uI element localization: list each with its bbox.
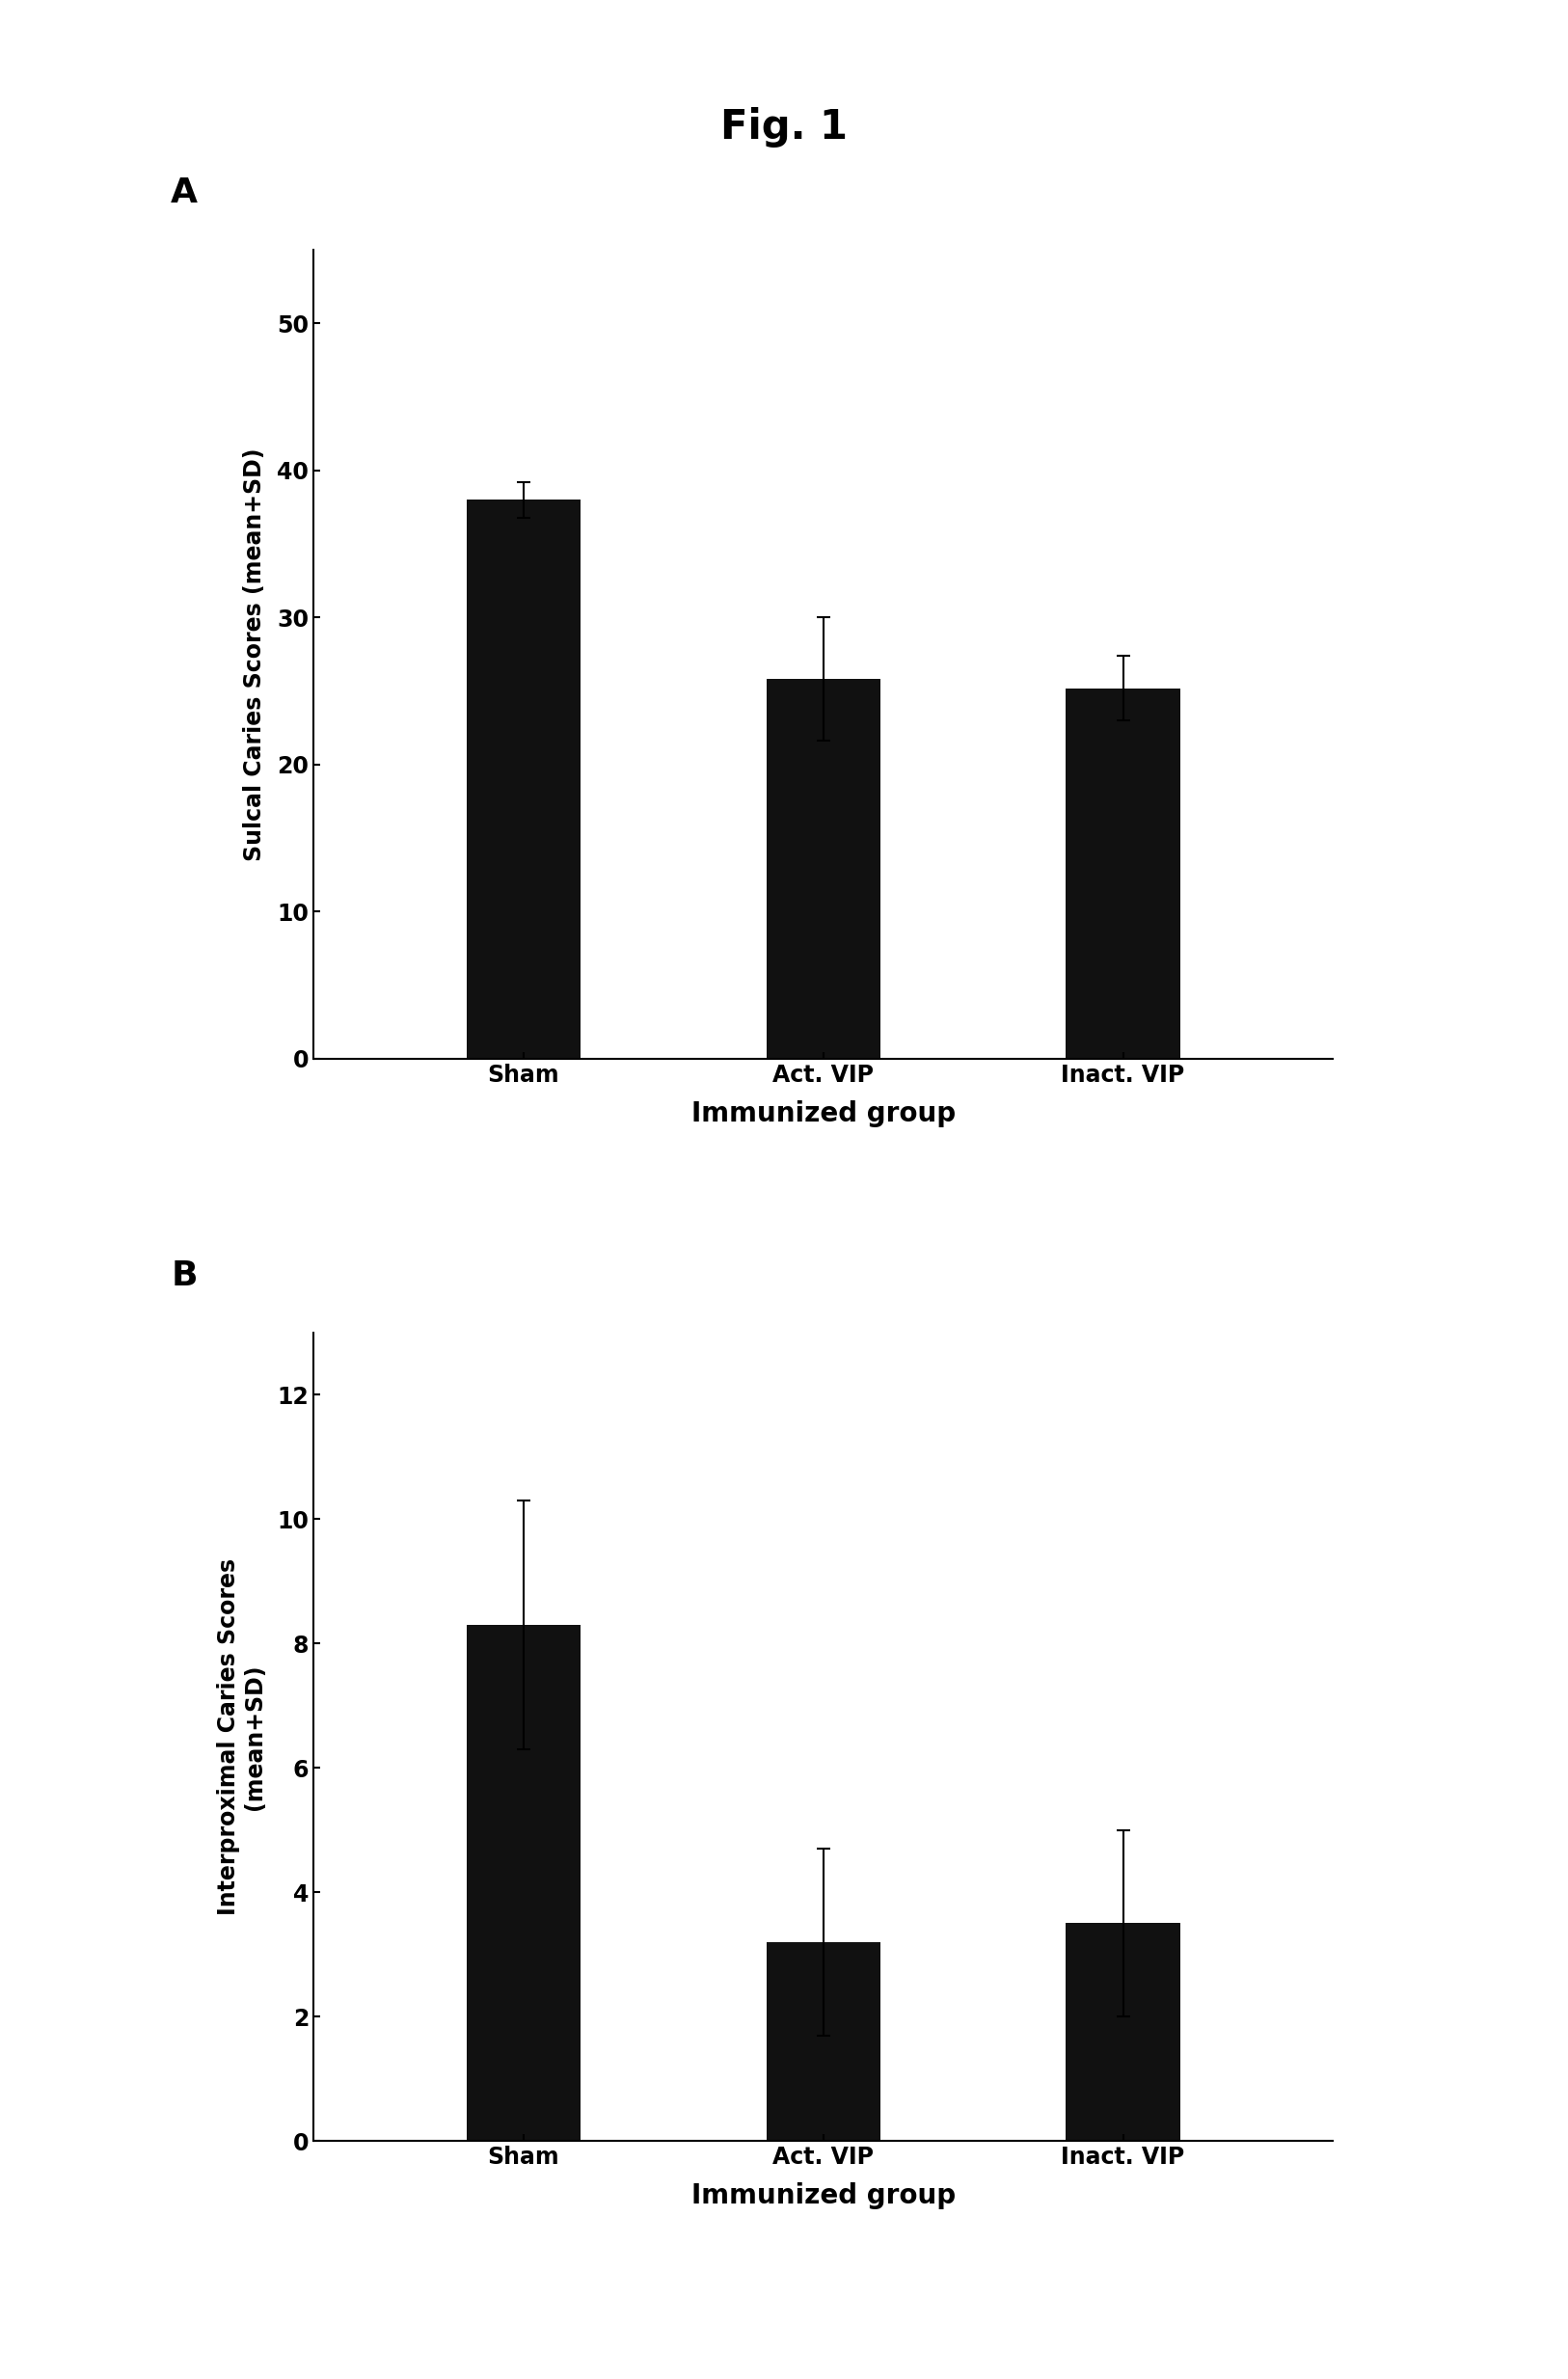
Text: A: A	[171, 176, 198, 209]
Bar	[767, 680, 880, 1059]
Bar	[467, 500, 580, 1059]
X-axis label: Immunized group: Immunized group	[691, 2182, 955, 2210]
Y-axis label: Sulcal Caries Scores (mean+SD): Sulcal Caries Scores (mean+SD)	[243, 447, 267, 861]
X-axis label: Immunized group: Immunized group	[691, 1099, 955, 1128]
Bar	[467, 1625, 580, 2141]
Bar	[767, 1941, 880, 2141]
Y-axis label: Interproximal Caries Scores
(mean+SD): Interproximal Caries Scores (mean+SD)	[216, 1558, 267, 1915]
Text: B: B	[171, 1258, 198, 1292]
Bar	[1066, 688, 1179, 1059]
Text: Fig. 1: Fig. 1	[720, 107, 848, 147]
Bar	[1066, 1922, 1179, 2141]
